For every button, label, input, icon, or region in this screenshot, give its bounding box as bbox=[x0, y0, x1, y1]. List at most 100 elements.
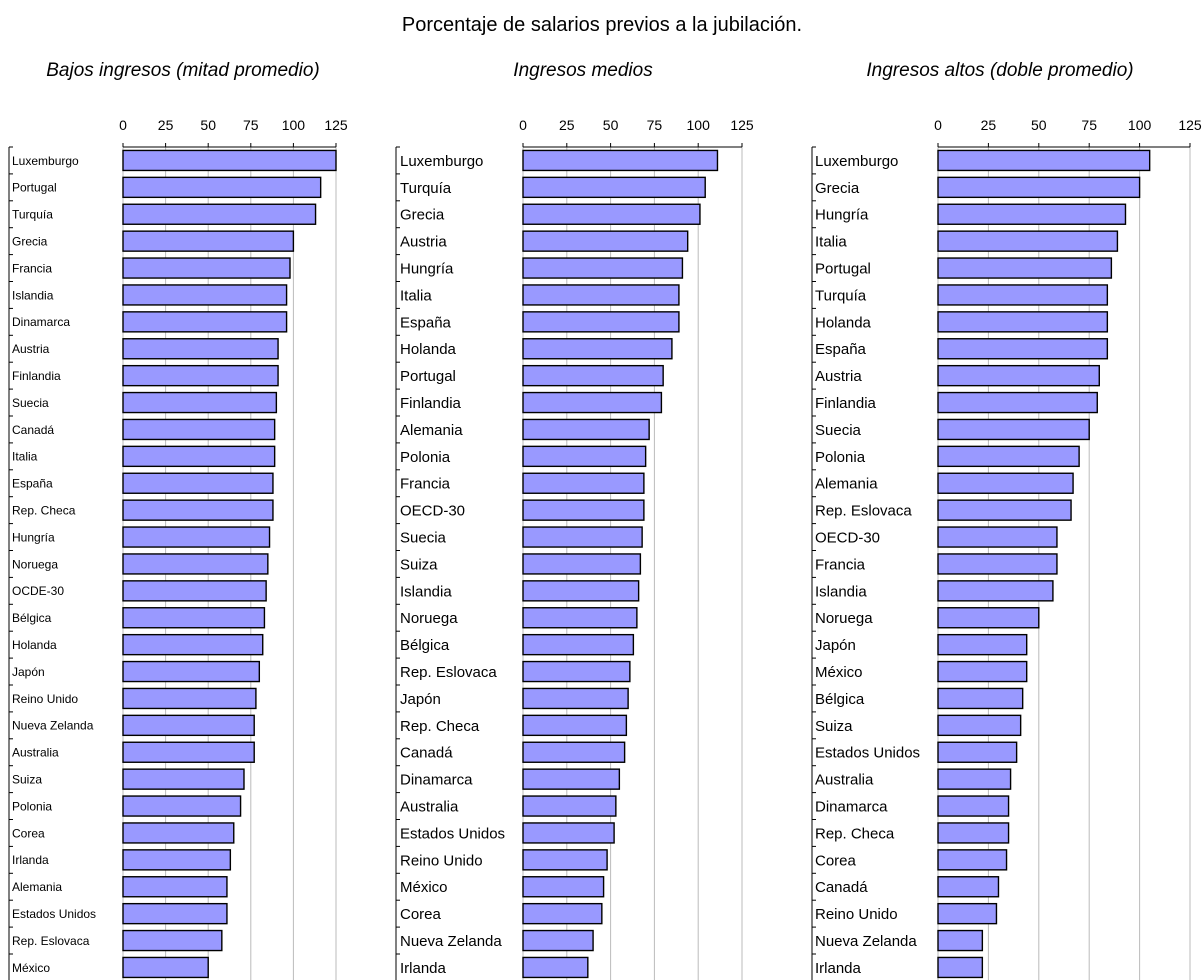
x-tick-label: 75 bbox=[647, 117, 663, 133]
bar-irlanda bbox=[937, 956, 984, 979]
category-label: Japón bbox=[12, 665, 45, 679]
category-label: Noruega bbox=[400, 610, 458, 627]
x-tick-label: 75 bbox=[1081, 117, 1097, 133]
x-tick-label: 75 bbox=[243, 117, 259, 133]
bar-islandia bbox=[522, 580, 640, 602]
bar-turquia bbox=[937, 284, 1109, 306]
bar-polonia bbox=[122, 795, 242, 817]
category-label: Nueva Zelanda bbox=[400, 933, 502, 950]
bar-espana bbox=[122, 472, 274, 494]
x-tick-label: 125 bbox=[324, 117, 348, 133]
bar-suecia bbox=[122, 391, 278, 414]
bar-italia bbox=[522, 284, 680, 306]
bar-nueva-zelanda bbox=[122, 714, 255, 737]
bar-alemania bbox=[937, 472, 1074, 494]
bar-finlandia bbox=[522, 391, 663, 414]
category-label: Corea bbox=[12, 826, 45, 840]
bar-italia bbox=[122, 445, 276, 468]
category-label: Estados Unidos bbox=[400, 825, 505, 842]
category-label: Francia bbox=[12, 261, 52, 275]
category-label: Irlanda bbox=[12, 853, 49, 867]
category-label: Polonia bbox=[12, 799, 52, 813]
category-label: Irlanda bbox=[815, 960, 862, 977]
category-label: Hungría bbox=[400, 260, 454, 277]
category-label: Australia bbox=[12, 746, 59, 760]
bar-rep-checa bbox=[937, 822, 1010, 844]
category-label: Suiza bbox=[400, 556, 438, 573]
bar-holanda bbox=[937, 311, 1109, 333]
bar-austria bbox=[122, 338, 279, 360]
category-label: España bbox=[12, 477, 53, 491]
bar-grecia bbox=[937, 176, 1141, 199]
panel-title: Bajos ingresos (mitad promedio) bbox=[46, 60, 320, 81]
category-label: Reino Unido bbox=[815, 906, 898, 923]
category-label: Holanda bbox=[12, 638, 57, 652]
bar-polonia bbox=[937, 445, 1080, 468]
bar-irlanda bbox=[522, 956, 589, 979]
bar-australia bbox=[122, 741, 255, 763]
category-label: Estados Unidos bbox=[815, 745, 920, 762]
bar-rep-checa bbox=[122, 499, 274, 521]
bar-ocde-30 bbox=[122, 580, 267, 602]
category-label: Holanda bbox=[815, 314, 872, 331]
category-label: Dinamarca bbox=[815, 798, 888, 815]
category-label: OECD-30 bbox=[815, 529, 880, 546]
x-tick-label: 100 bbox=[687, 117, 711, 133]
category-label: Bélgica bbox=[815, 691, 865, 708]
bar-islandia bbox=[937, 580, 1054, 602]
category-label: Austria bbox=[815, 368, 862, 385]
x-tick-label: 100 bbox=[282, 117, 306, 133]
bar-mexico bbox=[937, 660, 1028, 683]
bar-dinamarca bbox=[522, 768, 621, 790]
category-label: Rep. Checa bbox=[12, 503, 76, 517]
bar-rep-eslovaca bbox=[522, 660, 631, 683]
bar-noruega bbox=[937, 607, 1040, 629]
category-label: Rep. Eslovaca bbox=[815, 503, 912, 520]
bar-canada bbox=[937, 876, 1000, 898]
bar-francia bbox=[937, 553, 1058, 575]
bar-mexico bbox=[522, 876, 605, 898]
category-label: Nueva Zelanda bbox=[12, 719, 94, 733]
category-label: Bélgica bbox=[12, 611, 52, 625]
bar-alemania bbox=[522, 418, 650, 441]
bar-luxemburgo bbox=[937, 149, 1151, 172]
category-label: Dinamarca bbox=[400, 772, 473, 789]
category-label: Suiza bbox=[12, 772, 42, 786]
bar-nueva-zelanda bbox=[522, 929, 594, 952]
bar-japon bbox=[522, 687, 629, 710]
x-tick-label: 0 bbox=[119, 117, 127, 133]
x-tick-label: 0 bbox=[934, 117, 942, 133]
bar-espana bbox=[522, 311, 680, 333]
category-label: Luxemburgo bbox=[400, 153, 483, 170]
category-label: Canadá bbox=[400, 745, 453, 762]
category-label: Corea bbox=[400, 906, 442, 923]
bar-hungria bbox=[522, 257, 684, 279]
x-tick-label: 125 bbox=[730, 117, 754, 133]
category-label: Dinamarca bbox=[12, 315, 70, 329]
bar-australia bbox=[522, 795, 617, 817]
category-label: Suecia bbox=[815, 422, 862, 439]
category-label: Islandia bbox=[12, 288, 54, 302]
category-label: Alemania bbox=[815, 476, 878, 493]
category-label: España bbox=[400, 314, 452, 331]
x-tick-label: 25 bbox=[981, 117, 997, 133]
bar-holanda bbox=[522, 338, 673, 360]
bar-japon bbox=[122, 660, 261, 683]
bar-belgica bbox=[937, 687, 1024, 710]
category-label: Japón bbox=[815, 637, 856, 654]
category-label: Grecia bbox=[815, 180, 860, 197]
category-label: Francia bbox=[815, 556, 866, 573]
bar-portugal bbox=[122, 176, 322, 199]
category-label: Reino Unido bbox=[400, 852, 483, 869]
category-label: Reino Unido bbox=[12, 692, 78, 706]
bar-finlandia bbox=[937, 391, 1098, 414]
bar-alemania bbox=[122, 876, 228, 898]
bar-suecia bbox=[522, 526, 643, 548]
bar-estados-unidos bbox=[937, 741, 1018, 763]
category-label: Turquía bbox=[815, 287, 867, 304]
bar-rep-checa bbox=[522, 714, 628, 737]
bar-portugal bbox=[522, 364, 664, 387]
